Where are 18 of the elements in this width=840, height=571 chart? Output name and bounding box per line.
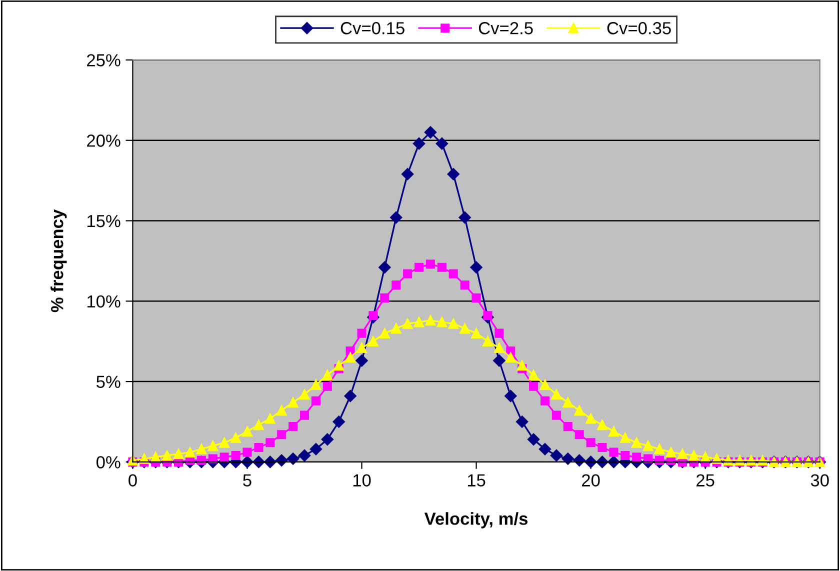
x-tick-label: 25 [696, 474, 714, 486]
y-tick-label: 20% [87, 134, 120, 147]
y-tick-label: 15% [87, 214, 120, 228]
x-tick-label: 15 [468, 474, 486, 486]
legend-label: Cv=0.35 [607, 22, 671, 34]
y-tick-label: 10% [87, 295, 120, 308]
y-tick-label: 5% [96, 376, 120, 388]
legend-label: Cv=2.5 [478, 22, 533, 34]
x-tick-label: 10 [353, 474, 371, 486]
x-tick-label: 0 [128, 474, 137, 486]
y-axis-title: % frequency [50, 209, 67, 312]
y-tick-label: 25% [87, 54, 120, 66]
legend-label: Cv=0.15 [340, 22, 404, 34]
x-tick-label: 20 [582, 474, 600, 486]
x-axis-title: Velocity, m/s [424, 512, 528, 528]
y-tick-label: 0% [96, 456, 120, 468]
x-tick-label: 5 [243, 474, 252, 486]
x-tick-label: 30 [810, 474, 829, 486]
